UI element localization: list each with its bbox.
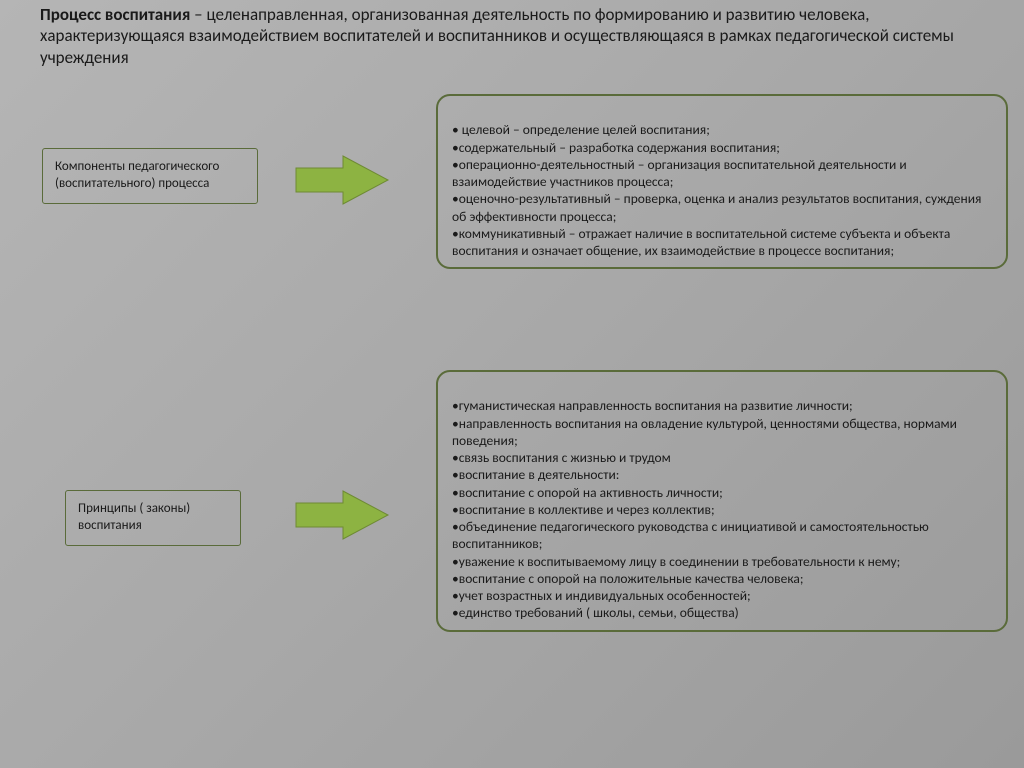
arrow-icon — [288, 150, 398, 215]
principles-label-box: Принципы ( законы) воспитания — [65, 490, 241, 546]
arrow-icon — [288, 485, 398, 550]
page-title: Процесс воспитания – целенаправленная, о… — [40, 4, 990, 68]
principles-content-box: •гуманистическая направленность воспитан… — [436, 370, 1008, 632]
components-label: Компоненты педагогического (воспитательн… — [55, 159, 219, 191]
title-bold: Процесс воспитания — [40, 4, 190, 25]
components-content: • целевой – определение целей воспитания… — [452, 121, 981, 259]
principles-label: Принципы ( законы) воспитания — [78, 501, 190, 533]
principles-content: •гуманистическая направленность воспитан… — [452, 397, 957, 621]
components-label-box: Компоненты педагогического (воспитательн… — [42, 148, 258, 204]
components-content-box: • целевой – определение целей воспитания… — [436, 94, 1008, 269]
